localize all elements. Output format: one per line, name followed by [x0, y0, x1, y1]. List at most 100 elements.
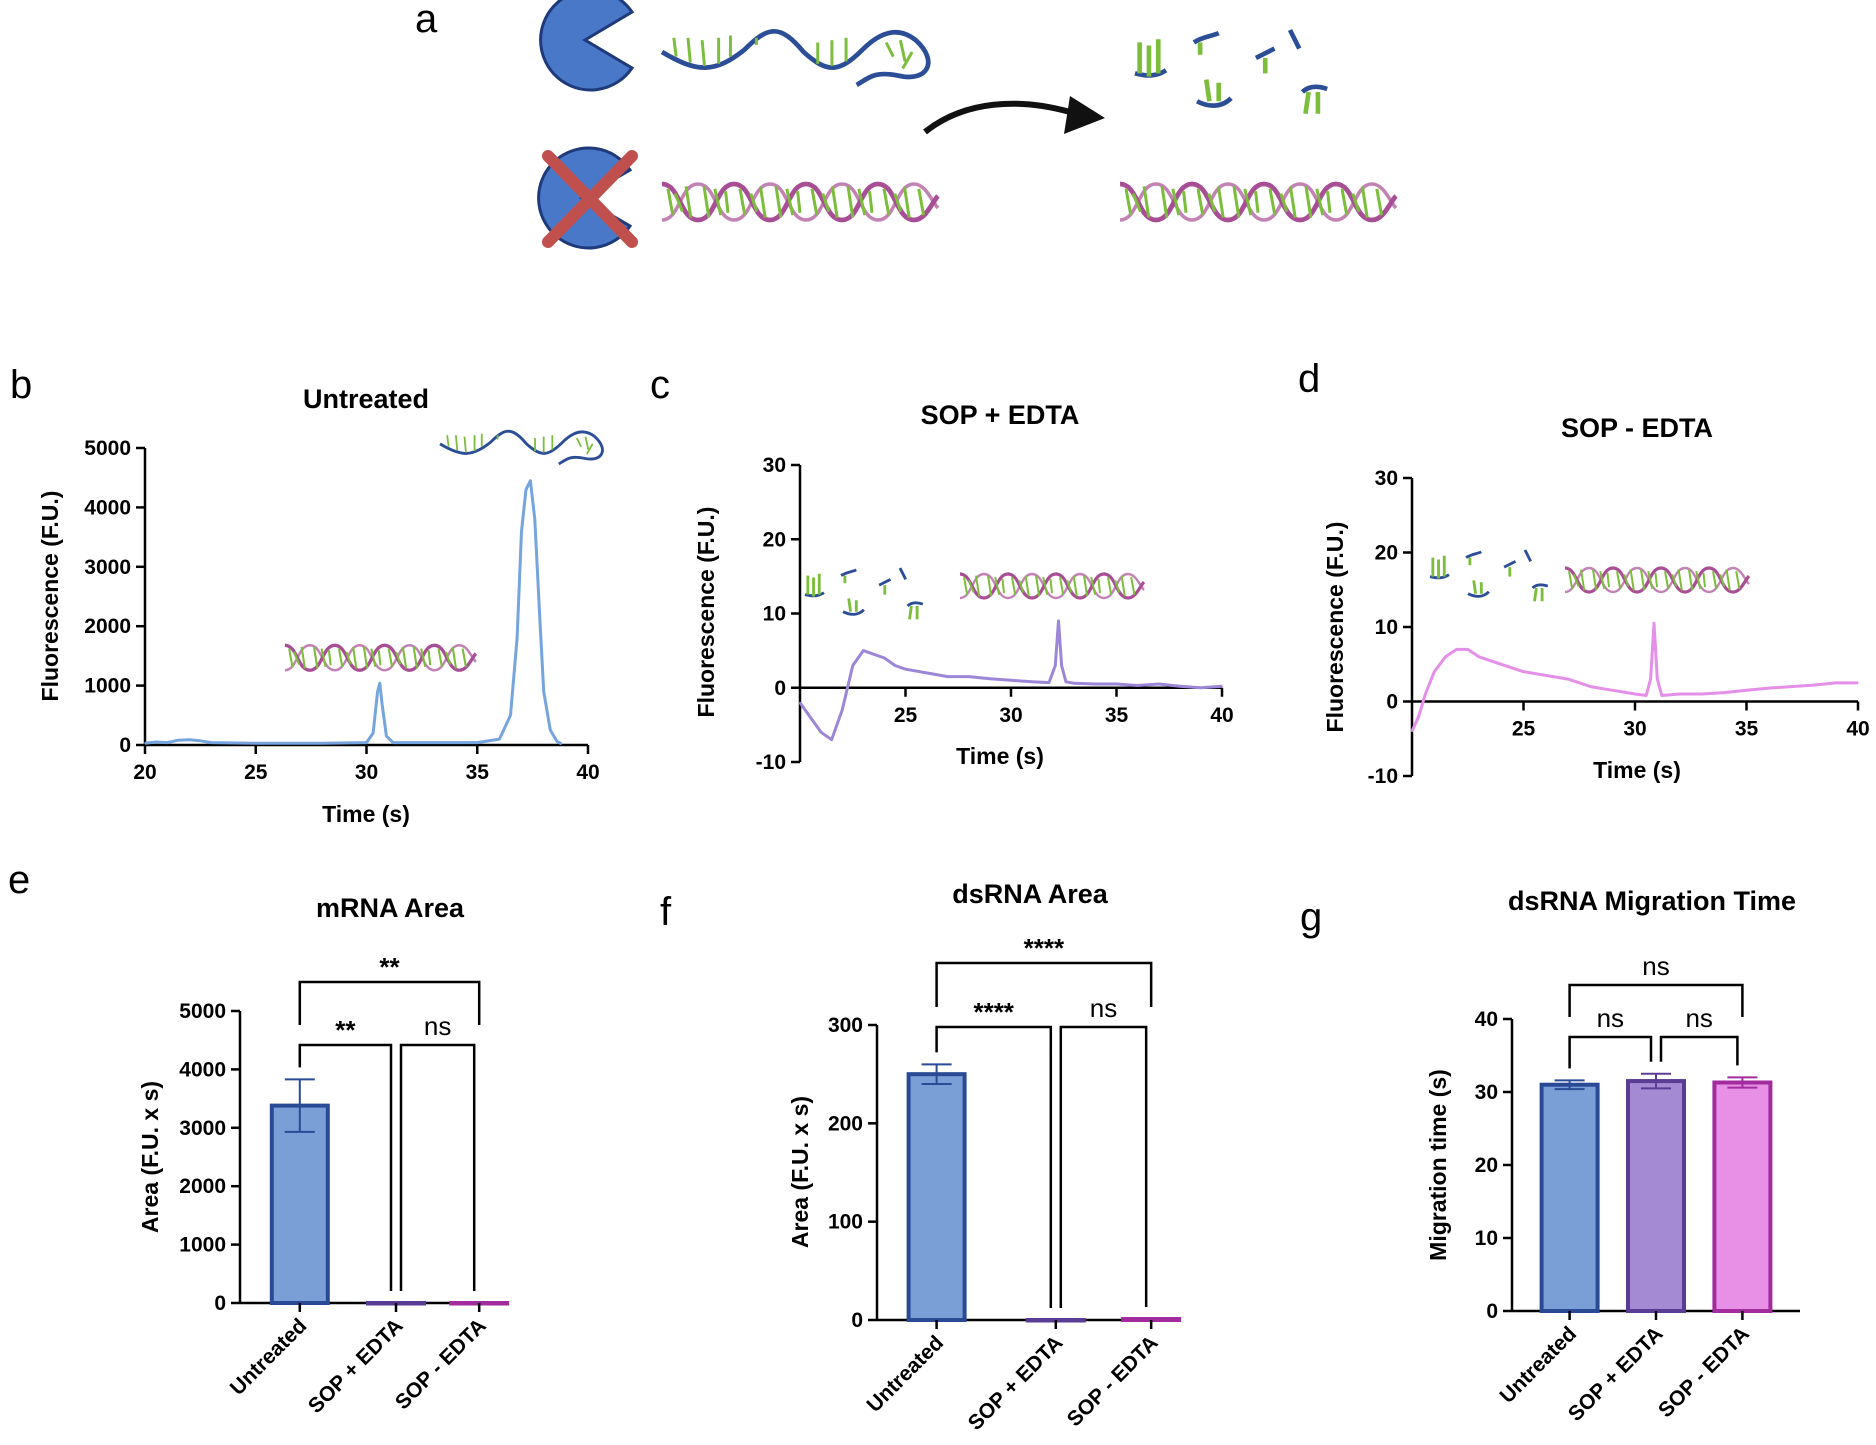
trace-point: [144, 742, 146, 744]
trace-point: [1444, 656, 1447, 658]
trace-point: [549, 729, 552, 731]
x-tick-label: 40: [576, 761, 599, 784]
trace-point: [1179, 685, 1181, 688]
y-tick-label: 2000: [179, 1175, 226, 1198]
y-tick-label: 1000: [84, 675, 131, 698]
panel-letter-b: b: [10, 363, 32, 407]
trace-point: [1768, 687, 1770, 689]
trace-point: [166, 741, 168, 744]
x-tick-label: SOP + EDTA: [964, 1331, 1068, 1435]
trace-point: [556, 740, 558, 743]
x-tick-label: 40: [1846, 718, 1869, 741]
trace-point: [862, 649, 865, 652]
trace-point: [1455, 648, 1458, 651]
trace-point: [188, 738, 191, 741]
trace-point: [852, 664, 854, 667]
y-tick-label: 0: [774, 677, 786, 700]
bar-0: [1539, 1082, 1600, 1313]
trace-point: [1065, 681, 1067, 683]
x-tick-label: 35: [1105, 704, 1129, 727]
trace-point: [1073, 682, 1076, 685]
arrow-icon: [923, 96, 1105, 135]
trace-point: [1157, 683, 1160, 685]
trace-point: [476, 741, 479, 744]
significance-bracket-0: [298, 1043, 393, 1291]
dsrna-helix-icon: [662, 184, 938, 220]
y-tick-label: 20: [1475, 1154, 1498, 1177]
significance-label-0: ns: [1597, 1003, 1624, 1033]
trace-point: [379, 682, 381, 684]
trace-point: [1857, 682, 1859, 684]
trace-point: [1634, 693, 1636, 695]
panel-letter-f: f: [660, 890, 672, 934]
significance-bracket-2: [935, 961, 1153, 1007]
significance-label-0: **: [335, 1015, 356, 1045]
panel-a-schematic: a: [415, 0, 1396, 250]
bar-2: [1121, 1317, 1182, 1323]
y-axis-title: Fluorescence (F.U.): [1322, 522, 1348, 733]
x-tick-label: SOP - EDTA: [1654, 1322, 1754, 1422]
y-axis-title: Area (F.U. x s): [787, 1096, 813, 1248]
trace-point: [432, 741, 434, 744]
rna-fragments-icon-d: [1428, 548, 1550, 603]
y-tick-label: -10: [756, 751, 786, 774]
trace-point: [1094, 683, 1097, 685]
trace-point: [529, 479, 532, 482]
trace-point: [498, 738, 501, 740]
trace-point: [534, 518, 536, 521]
trace-point: [1589, 685, 1592, 688]
trace-point: [1433, 670, 1436, 673]
chart-title: SOP + EDTA: [921, 400, 1080, 430]
dsrna-helix-icon-intact: [1120, 184, 1396, 220]
trace-point: [177, 739, 179, 741]
trace-point: [381, 702, 383, 705]
trace-point: [155, 741, 157, 743]
significance-label-1: ns: [1685, 1003, 1712, 1033]
x-tick-label: SOP + EDTA: [304, 1314, 408, 1418]
y-tick-label: 30: [763, 454, 786, 477]
rna-fragments-icon-c: [803, 566, 925, 621]
y-tick-label: 3000: [84, 556, 131, 579]
y-tick-label: 4000: [179, 1058, 226, 1081]
trace-point: [968, 675, 970, 678]
significance-bracket-2: [298, 980, 481, 1025]
y-tick-label: 2000: [84, 615, 131, 638]
x-axis-title: Time (s): [322, 801, 410, 827]
y-tick-label: 0: [119, 734, 131, 757]
trace-point: [1411, 730, 1413, 733]
bar-0: [906, 1072, 967, 1322]
dsrna-peak-icon: [283, 643, 478, 672]
trace-point: [516, 637, 518, 639]
trace-point: [1656, 678, 1659, 680]
y-tick-label: 200: [828, 1112, 863, 1135]
trace-point: [1115, 683, 1118, 685]
significance-label-1: ns: [424, 1011, 451, 1041]
significance-bracket-1: [399, 1043, 476, 1291]
y-tick-label: 30: [1475, 1081, 1498, 1104]
chart-title: SOP - EDTA: [1561, 413, 1713, 443]
y-tick-label: 10: [763, 603, 786, 626]
bar-1: [1626, 1079, 1686, 1314]
trace-point: [1645, 694, 1647, 697]
trace-line-0: [1410, 621, 1858, 732]
significance-bracket-2: [1568, 983, 1744, 1017]
trace-point: [894, 664, 896, 667]
trace-point: [1723, 691, 1725, 694]
x-tick-label: 30: [999, 704, 1022, 727]
trace-point: [520, 530, 523, 532]
panel-letter-e: e: [8, 858, 30, 902]
trace-point: [1649, 678, 1652, 680]
trace-point: [1812, 684, 1815, 686]
trace-point: [873, 653, 875, 656]
trace-point: [1661, 694, 1663, 697]
trace-point: [1478, 656, 1480, 658]
y-tick-label: 20: [1375, 542, 1398, 565]
panel-e-chart: e mRNA Area Area (F.U. x s) 0 1000 2000 3000 4…: [8, 858, 510, 1418]
trace-point: [210, 741, 213, 744]
y-tick-label: 0: [1386, 691, 1398, 714]
trace-point: [1417, 715, 1420, 718]
trace-point: [525, 488, 527, 491]
y-tick-label: 20: [763, 528, 786, 551]
trace-point: [1834, 682, 1837, 684]
trace-point: [799, 701, 801, 704]
